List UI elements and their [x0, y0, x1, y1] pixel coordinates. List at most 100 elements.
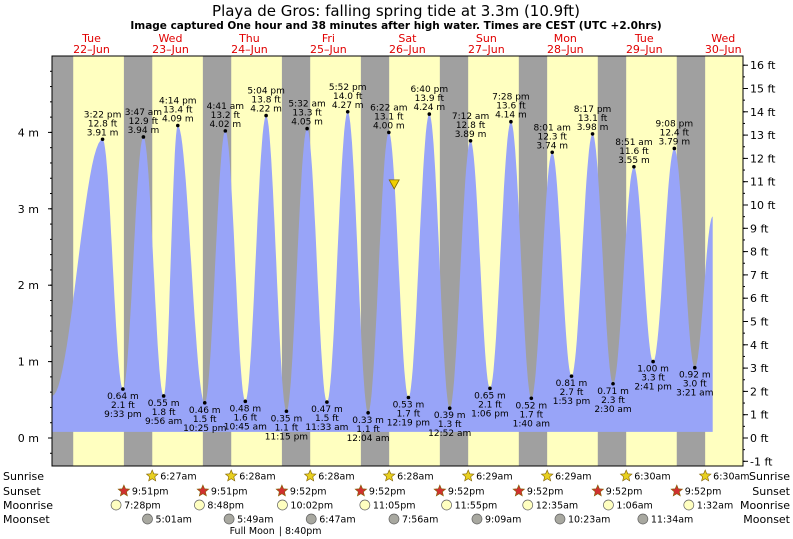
row-label-left: Moonrise: [3, 499, 53, 512]
day-date-label: 27–Jun: [468, 43, 505, 56]
right-tick-label: 13 ft: [750, 129, 776, 142]
row-label-right: Sunrise: [749, 470, 790, 483]
low-tide-time: 11:33 am: [305, 423, 348, 433]
high-tide-ft: 11.6 ft: [619, 147, 649, 157]
low-tide-time: 12:19 pm: [387, 419, 430, 429]
moonset-time: 6:47am: [319, 515, 355, 526]
high-tide-m: 4.05 m: [291, 118, 323, 128]
day-of-week-label: Fri: [322, 32, 335, 45]
sunrise-icon: [619, 469, 633, 482]
sunrise-time: 6:29am: [476, 472, 512, 483]
moonrise-time: 10:02pm: [290, 501, 333, 512]
row-label-right: Moonset: [743, 513, 790, 526]
low-tide-ft: 3.0 ft: [683, 380, 707, 390]
high-tide-m: 3.94 m: [128, 126, 160, 136]
high-tide-point: [387, 130, 391, 135]
low-tide-time: 2:41 pm: [634, 383, 672, 393]
right-tick-label: 6 ft: [750, 292, 769, 305]
low-tide-point: [447, 406, 452, 411]
right-tick-label: 11 ft: [750, 176, 776, 189]
low-tide-ft: 1.5 ft: [315, 414, 339, 424]
day-date-label: 24–Jun: [231, 43, 268, 56]
right-tick-label: 16 ft: [750, 59, 776, 72]
moonrise-icon: [683, 499, 695, 511]
low-tide-point: [325, 400, 329, 404]
sunset-time: 9:52pm: [369, 487, 406, 498]
high-tide-ft: 12.3 ft: [537, 132, 567, 142]
low-tide-ft: 2.7 ft: [560, 388, 584, 398]
tide-area: [52, 111, 713, 432]
sunset-icon: [354, 484, 368, 497]
low-tide-time: 12:52 am: [428, 429, 471, 439]
sunrise-icon: [540, 469, 554, 482]
low-tide-point: [692, 365, 697, 370]
low-tide-time: 2:30 am: [594, 405, 631, 415]
sunrise-time: 6:29am: [555, 472, 591, 483]
moonrise-time: 1:06am: [616, 501, 652, 512]
high-tide-m: 4.02 m: [210, 120, 242, 130]
sunrise-time: 6:28am: [397, 472, 433, 483]
high-tide-point: [550, 150, 555, 155]
low-tide-m: 0.71 m: [597, 387, 629, 397]
low-tide-m: 0.48 m: [229, 404, 261, 414]
moonrise-icon: [359, 499, 371, 511]
day-of-week-label: Tue: [634, 32, 654, 45]
low-tide-ft: 1.7 ft: [519, 410, 543, 420]
high-tide-ft: 13.8 ft: [251, 96, 281, 106]
moonrise-time: 8:48pm: [207, 501, 244, 512]
right-tick-label: 1 ft: [750, 409, 769, 422]
day-date-label: 23–Jun: [152, 43, 189, 56]
moonset-time: 10:23am: [568, 515, 610, 526]
high-tide-point: [175, 123, 180, 128]
moonset-time: 9:09am: [485, 515, 521, 526]
right-tick-label: 2 ft: [750, 385, 769, 398]
high-tide-time: 7:28 pm: [492, 93, 530, 103]
moonrise-icon: [522, 499, 534, 511]
low-tide-time: 11:15 pm: [265, 432, 308, 442]
low-tide-point: [202, 401, 207, 405]
low-tide-m: 0.81 m: [556, 379, 588, 389]
high-tide-ft: 13.4 ft: [163, 106, 193, 116]
low-tide-m: 0.52 m: [515, 401, 547, 411]
high-tide-point: [305, 126, 309, 131]
low-tide-point: [529, 396, 534, 401]
current-level-marker: [388, 179, 400, 190]
high-tide-point: [141, 135, 146, 139]
left-tick-label: 1 m: [18, 356, 39, 369]
moonset-time: 5:01am: [155, 515, 191, 526]
low-tide-m: 0.46 m: [189, 406, 221, 416]
sunset-icon: [117, 484, 131, 497]
day-date-label: 25–Jun: [310, 43, 347, 56]
sunrise-icon: [145, 469, 159, 482]
high-tide-ft: 13.6 ft: [496, 102, 526, 112]
low-tide-time: 10:45 am: [224, 422, 267, 432]
day-date-label: 26–Jun: [389, 43, 426, 56]
sunrise-icon: [303, 469, 317, 482]
sunset-time: 9:52pm: [448, 487, 485, 498]
moonrise-icon: [110, 499, 122, 511]
low-tide-m: 0.33 m: [352, 416, 384, 426]
sunrise-icon: [698, 469, 712, 482]
full-moon-label: Full Moon: [230, 526, 275, 537]
tide-curve: [52, 111, 713, 432]
low-tide-ft: 1.6 ft: [233, 413, 257, 423]
sunset-icon: [512, 484, 526, 497]
high-tide-time: 7:12 am: [452, 112, 489, 122]
high-tide-m: 4.27 m: [332, 101, 364, 111]
low-tide-time: 3:21 am: [676, 389, 713, 399]
plot-border: [51, 55, 744, 467]
high-tide-point: [345, 109, 350, 114]
high-tide-m: 3.91 m: [87, 128, 119, 138]
sunset-time: 9:51pm: [211, 487, 248, 498]
moonrise-time: 11:05pm: [373, 501, 416, 512]
low-tide-ft: 2.1 ft: [111, 401, 135, 411]
sunrise-icon: [382, 469, 396, 482]
row-label-left: Sunset: [3, 485, 41, 498]
high-tide-m: 4.14 m: [495, 111, 527, 121]
low-tide-m: 0.47 m: [311, 405, 343, 415]
high-tide-ft: 14.0 ft: [333, 92, 363, 102]
high-tide-time: 4:14 pm: [159, 97, 197, 107]
sunset-time: 9:52pm: [606, 487, 643, 498]
high-tide-point: [427, 112, 432, 116]
